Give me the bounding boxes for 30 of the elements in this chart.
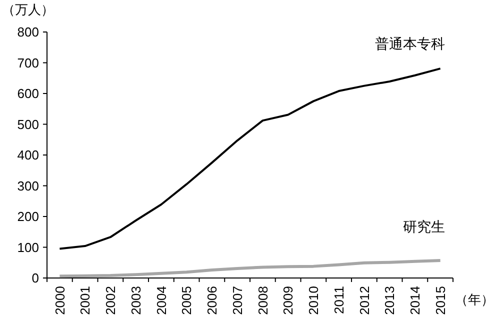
x-tick-label: 2010 [306, 286, 321, 315]
x-tick-label: 2001 [78, 286, 93, 315]
line-series [58, 258, 442, 278]
x-tick-label: 2005 [179, 286, 194, 315]
y-tick-label: 500 [17, 116, 39, 132]
y-tick-label: 400 [17, 148, 39, 163]
y-axis-title: （万人） [2, 2, 54, 17]
y-tick-label: 800 [17, 24, 39, 40]
y-tick-label: 100 [17, 240, 39, 255]
x-tick-label: 2011 [331, 286, 346, 314]
y-tick-label: 600 [17, 86, 39, 102]
y-tick-label: 700 [17, 55, 39, 70]
x-tick-label: 2006 [204, 286, 220, 315]
series-label: 普通本专科 [375, 36, 445, 52]
x-tick-label: 2013 [382, 286, 398, 315]
x-tick-label: 2009 [280, 286, 296, 315]
y-tick-label: 0 [32, 270, 39, 286]
x-tick-label: 2014 [407, 286, 422, 315]
x-tick-label: 2012 [356, 286, 372, 315]
x-tick-label: 2000 [52, 286, 68, 315]
x-tick-label: 2004 [154, 286, 169, 315]
x-tick-label: 2008 [255, 286, 270, 315]
series-label: 研究生 [403, 218, 445, 234]
x-tick-label: 2002 [102, 286, 118, 315]
x-tick-label: 2003 [128, 286, 144, 315]
y-tick-label: 200 [17, 209, 39, 224]
y-tick-label: 300 [17, 178, 39, 194]
x-axis-title: （年） [455, 292, 490, 307]
x-tick-label: 2007 [230, 286, 245, 315]
x-tick-label: 2015 [432, 286, 448, 315]
